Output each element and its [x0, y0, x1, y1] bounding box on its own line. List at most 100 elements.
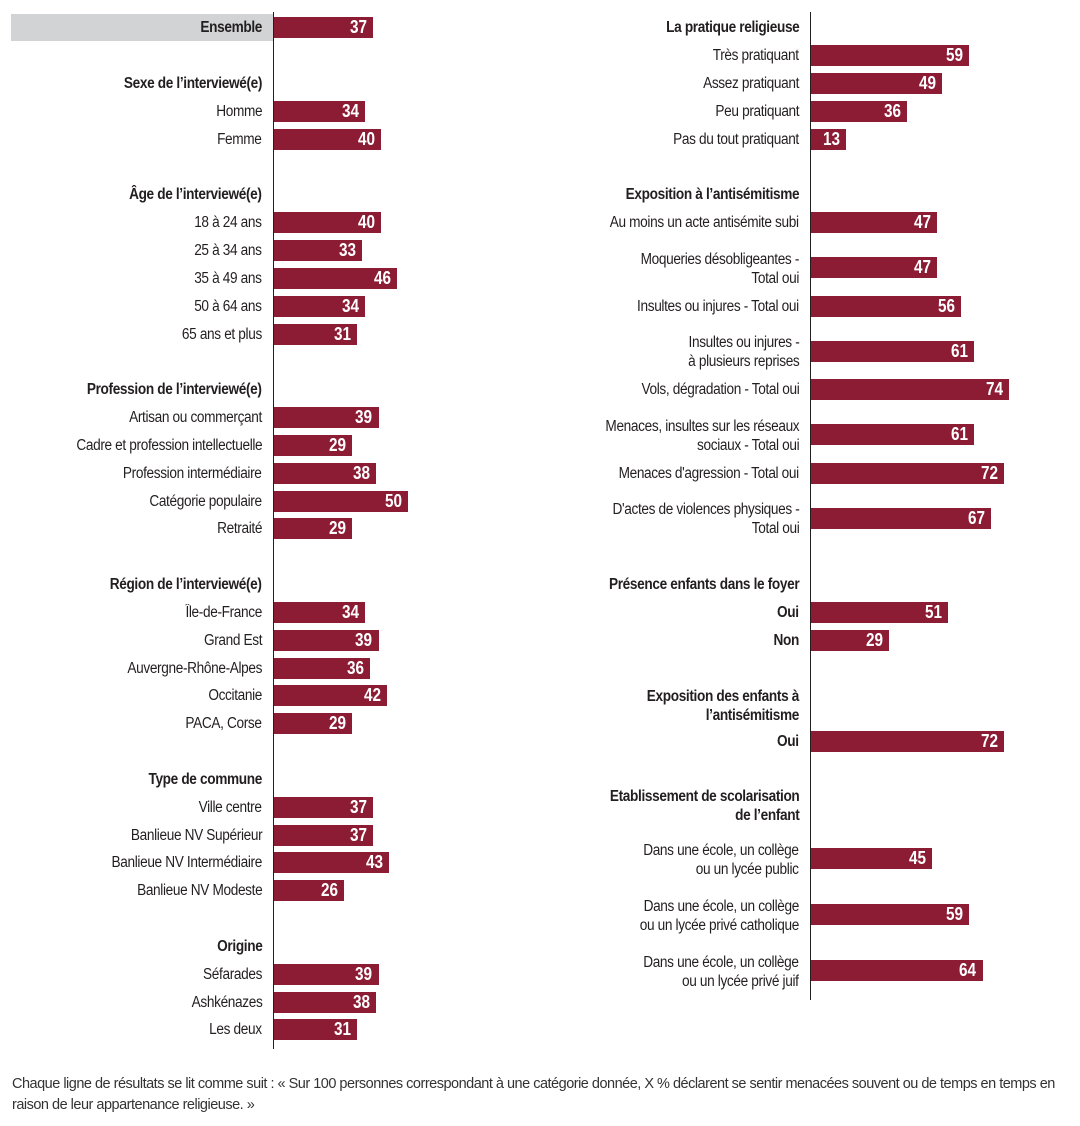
data-label: 29: [328, 713, 346, 734]
bar: 61: [811, 424, 975, 446]
bar: 26: [274, 880, 344, 902]
data-label: 39: [355, 629, 373, 650]
category-label: Banlieue NV Modeste: [136, 882, 263, 900]
category-label: Insultes ou injures - Total oui: [637, 297, 799, 315]
bar: 13: [811, 128, 846, 150]
data-label: 49: [919, 73, 937, 93]
data-label: 39: [355, 407, 373, 428]
bar: 50: [274, 490, 408, 512]
category-label: Menaces, insultes sur les réseaux sociaux…: [605, 417, 799, 454]
bar: 72: [811, 730, 1004, 752]
category-label: Non: [773, 632, 800, 650]
axis-line: [273, 12, 274, 1049]
data-label: 47: [913, 212, 931, 233]
bar: 59: [811, 904, 970, 926]
category-label: 18 à 24 ans: [194, 214, 263, 232]
data-label: 33: [339, 240, 357, 261]
bar: 40: [274, 128, 382, 150]
category-label: 50 à 64 ans: [194, 297, 263, 315]
category-label: Séfarades: [202, 965, 262, 983]
axis-line: [810, 12, 811, 1001]
data-label: 51: [924, 602, 942, 623]
bar: 56: [811, 295, 962, 317]
data-label: 43: [366, 852, 384, 873]
category-label: Ensemble: [200, 19, 262, 37]
category-label: Moqueries désobligeantes - Total oui: [640, 250, 800, 287]
data-label: 39: [355, 963, 373, 984]
category-label: Oui: [777, 732, 799, 750]
bar: 59: [811, 45, 970, 67]
category-label: Grand Est: [203, 631, 263, 649]
data-label: 67: [967, 507, 985, 528]
bar: 43: [274, 852, 390, 874]
bar: 37: [274, 824, 374, 846]
bar: 39: [274, 963, 379, 985]
group-header: Sexe de l’interviewé(e): [123, 74, 263, 92]
data-label: 42: [363, 685, 381, 706]
bar: 39: [274, 629, 379, 651]
data-label: 61: [951, 340, 969, 361]
bar: 29: [274, 518, 352, 540]
category-label: Banlieue NV Intermédiaire: [111, 854, 263, 872]
category-label: Peu pratiquant: [715, 102, 799, 120]
data-label: 59: [946, 904, 964, 925]
bar: 49: [811, 73, 943, 94]
data-label: 37: [350, 824, 368, 845]
data-label: 72: [980, 463, 998, 483]
data-label: 29: [328, 518, 346, 539]
data-label: 40: [358, 212, 376, 233]
bar: 46: [274, 268, 398, 289]
bar: 29: [274, 435, 352, 456]
bar: 72: [811, 463, 1004, 484]
category-label: Ville centre: [198, 798, 262, 816]
data-label: 45: [908, 848, 926, 869]
data-label: 37: [350, 17, 368, 38]
bar: 51: [811, 602, 948, 624]
bar: 42: [274, 685, 387, 707]
data-label: 34: [342, 602, 360, 622]
bar: 64: [811, 960, 983, 981]
data-label: 13: [822, 128, 840, 149]
category-label: Catégorie populaire: [149, 492, 263, 510]
group-header: Etablissement de scolarisation de l’enfan…: [609, 788, 799, 825]
bar: 37: [274, 17, 374, 39]
category-label: Dans une école, un collège ou un lycée pr…: [639, 897, 800, 934]
group-header: Âge de l’interviewé(e): [129, 186, 263, 204]
group-header: Type de commune: [148, 770, 263, 788]
bar: 45: [811, 848, 932, 870]
bar: 47: [811, 257, 937, 278]
category-label: Insultes ou injures -à plusieurs reprise…: [687, 334, 800, 371]
data-label: 38: [352, 991, 370, 1012]
group-header: La pratique religieuse: [665, 19, 800, 36]
category-label: Dans une école, un collège ou un lycée pr…: [643, 953, 800, 990]
category-label: 35 à 49 ans: [194, 270, 263, 287]
data-label: 31: [334, 1019, 352, 1040]
bar: 31: [274, 1019, 358, 1041]
footnote: Chaque ligne de résultats se lit comme s…: [12, 1076, 1055, 1113]
bar: 34: [274, 602, 366, 623]
data-label: 40: [358, 128, 376, 149]
bar: 37: [274, 796, 374, 818]
category-label: Homme: [216, 103, 262, 120]
data-label: 47: [913, 257, 931, 277]
category-label: Assez pratiquant: [703, 75, 799, 92]
category-label: D'actes de violences physiques - Total ou…: [612, 501, 799, 538]
data-label: 26: [320, 880, 338, 901]
data-label: 36: [884, 100, 902, 121]
bar: 38: [274, 991, 376, 1013]
category-label: Cadre et profession intellectuelle: [76, 437, 262, 454]
data-label: 64: [959, 960, 977, 980]
data-label: 46: [374, 268, 392, 288]
data-label: 56: [938, 295, 956, 316]
data-label: 72: [980, 730, 998, 751]
category-label: Au moins un acte antisémite subi: [610, 214, 799, 232]
bar: 34: [274, 295, 366, 317]
data-label: 31: [334, 323, 352, 344]
data-label: 34: [342, 295, 360, 316]
category-label: Profession intermédiaire: [123, 464, 262, 482]
group-header: Exposition à l’antisémitisme: [625, 186, 799, 203]
bar: 33: [274, 240, 363, 262]
category-label: 65 ans et plus: [181, 325, 262, 343]
group-header: Origine: [216, 937, 263, 955]
bar: 47: [811, 212, 937, 234]
